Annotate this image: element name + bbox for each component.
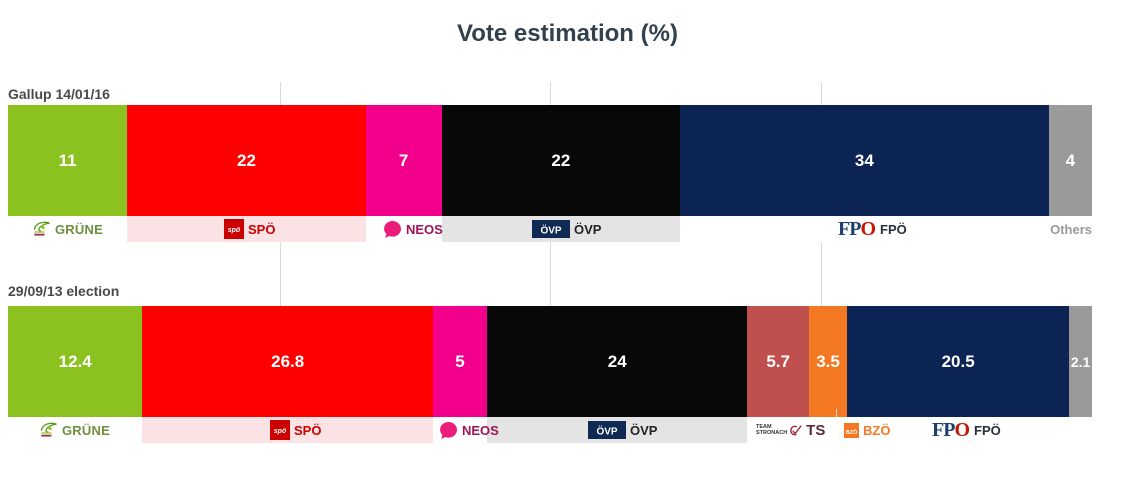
svg-text:ÖVP: ÖVP	[596, 424, 617, 437]
svg-text:spö: spö	[228, 227, 241, 234]
svg-text:ÖVP: ÖVP	[540, 223, 561, 236]
svg-text:BZÖ: BZÖ	[846, 428, 858, 435]
svg-text:spö: spö	[274, 428, 287, 435]
